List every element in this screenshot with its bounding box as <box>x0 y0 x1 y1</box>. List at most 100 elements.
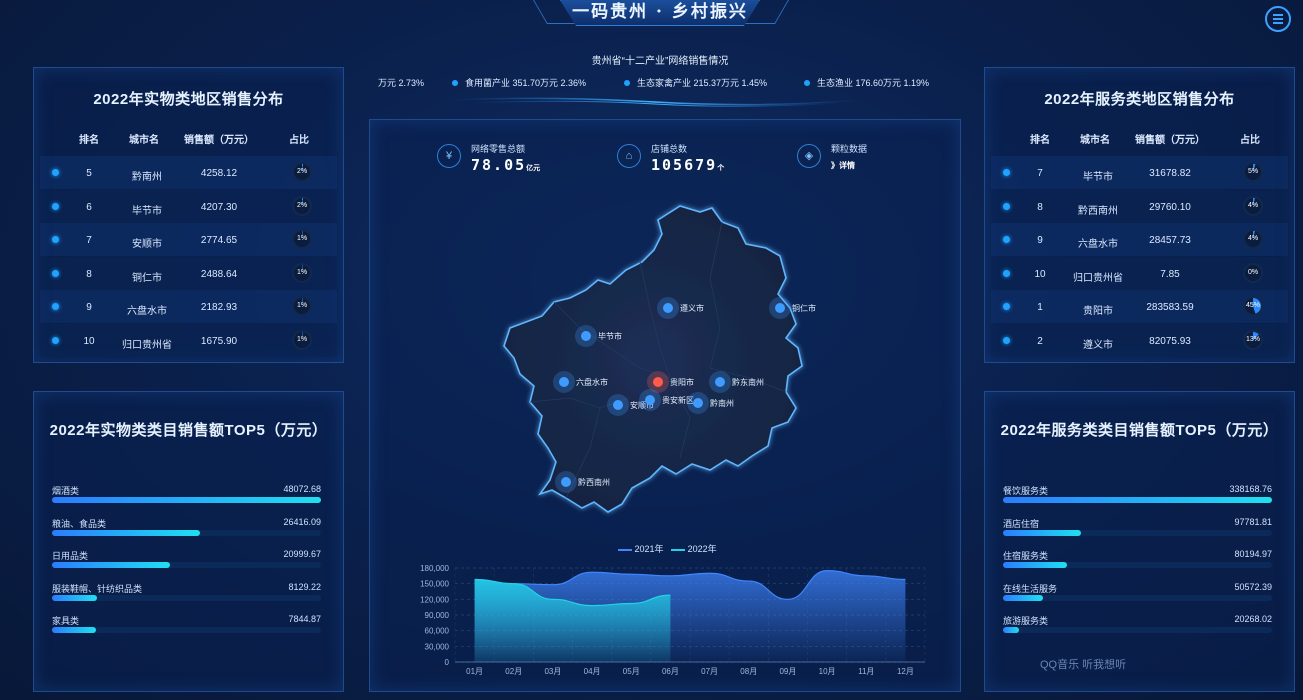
page-title: 一码贵州 · 乡村振兴 <box>560 0 760 26</box>
series-area-1 <box>474 579 671 662</box>
right-table-header: 排名 城市名 销售额（万元） 占比 <box>985 131 1294 151</box>
store-icon: ⌂ <box>617 144 641 168</box>
table-row[interactable]: 7 毕节市 31678.82 5% <box>991 156 1288 189</box>
bar-fill <box>1003 529 1081 536</box>
menu-icon[interactable] <box>1265 6 1291 32</box>
table-row[interactable]: 5 黔南州 4258.12 2% <box>40 156 337 189</box>
cell-city: 归口贵州省 <box>122 339 172 351</box>
y-tick-label: 90,000 <box>425 611 450 620</box>
cell-pct: 1% <box>292 262 312 283</box>
city-dot <box>775 303 785 313</box>
bar-label: 烟酒类 <box>52 486 80 496</box>
bar-label: 旅游服务类 <box>1003 616 1049 626</box>
series-line-1 <box>474 578 671 607</box>
cell-rank: 1 <box>1037 302 1043 313</box>
city-marker[interactable]: 贵安新区 <box>639 389 694 411</box>
city-marker[interactable]: 安顺市 <box>607 394 654 416</box>
bar-value: 50572.39 <box>1234 581 1272 592</box>
city-label: 六盘水市 <box>576 377 608 387</box>
city-marker[interactable]: 黔西南州 <box>555 471 610 493</box>
stat-value: 105679个 <box>651 156 725 174</box>
money-icon: ¥ <box>437 144 461 168</box>
table-row[interactable]: 2 遵义市 82075.93 13% <box>991 323 1288 357</box>
left-table-title: 2022年实物类地区销售分布 <box>93 91 284 108</box>
city-marker[interactable]: 毕节市 <box>575 325 622 347</box>
cell-pct: 2% <box>292 162 312 182</box>
cell-rank: 8 <box>1037 201 1043 213</box>
bar-item[interactable]: 服装鞋帽、针纺织品类 8129.22 <box>52 582 321 612</box>
cell-city: 贵阳市 <box>1083 306 1113 317</box>
table-row[interactable]: 10 归口贵州省 7.85 0% <box>991 256 1288 290</box>
y-tick-label: 180,000 <box>420 564 449 573</box>
table-row[interactable]: 6 毕节市 4207.30 2% <box>40 189 337 223</box>
bar-fill <box>1003 497 1272 503</box>
x-tick-label: 11月 <box>858 667 874 676</box>
table-row[interactable]: 8 黔西南州 29760.10 4% <box>991 189 1288 223</box>
bar-item[interactable]: 在线生活服务 50572.39 <box>1003 582 1272 612</box>
table-row[interactable]: 7 安顺市 2774.65 1% <box>40 223 337 256</box>
col-city: 城市名 <box>129 135 159 146</box>
city-label: 遵义市 <box>680 303 704 313</box>
legend-2022[interactable]: 2022年 <box>671 544 717 554</box>
bar-track <box>1003 497 1272 503</box>
city-dot <box>663 303 673 313</box>
table-row[interactable]: 10 归口贵州省 1675.90 1% <box>40 323 337 357</box>
bar-item[interactable]: 酒店住宿 97781.81 <box>1003 517 1272 547</box>
x-tick-label: 05月 <box>623 667 640 676</box>
stat-label: 网络零售总额 <box>471 144 526 154</box>
details-link[interactable]: 》详情 <box>831 161 855 170</box>
city-label: 黔东南州 <box>732 377 764 387</box>
cell-sales: 1675.90 <box>200 335 238 347</box>
ticker-divider <box>450 97 860 107</box>
col-city: 城市名 <box>1080 135 1110 146</box>
bar-item[interactable]: 粮油、食品类 26416.09 <box>52 517 321 547</box>
cell-rank: 6 <box>86 201 92 213</box>
cell-city: 铜仁市 <box>132 272 162 284</box>
row-dot-icon <box>52 236 59 243</box>
row-dot-icon <box>52 303 59 310</box>
city-label: 铜仁市 <box>792 303 816 313</box>
cell-sales: 2488.64 <box>200 268 238 280</box>
cell-rank: 5 <box>86 168 92 179</box>
city-marker[interactable]: 铜仁市 <box>769 297 816 319</box>
y-tick-label: 0 <box>445 658 450 667</box>
city-marker[interactable]: 黔东南州 <box>709 371 764 393</box>
bar-value: 20999.67 <box>283 549 321 559</box>
city-marker[interactable]: 六盘水市 <box>553 371 608 393</box>
bar-value: 20268.02 <box>1234 614 1272 624</box>
city-marker[interactable]: 遵义市 <box>657 297 704 319</box>
table-row[interactable]: 9 六盘水市 28457.73 4% <box>991 223 1288 256</box>
bar-item[interactable]: 日用品类 20999.67 <box>52 549 321 579</box>
bar-item[interactable]: 烟酒类 48072.68 <box>52 484 321 514</box>
legend-2021[interactable]: 2021年 <box>618 544 664 554</box>
bar-item[interactable]: 住宿服务类 80194.97 <box>1003 549 1272 579</box>
stat-granular-data[interactable]: ◈ 颗粒数据 》详情 <box>797 140 907 180</box>
bar-fill <box>1003 594 1044 601</box>
table-row[interactable]: 1 贵阳市 283583.59 45% <box>991 290 1288 323</box>
cell-city: 归口贵州省 <box>1073 272 1123 284</box>
table-row[interactable]: 9 六盘水市 2182.93 1% <box>40 290 337 323</box>
bar-item[interactable]: 家具类 7844.87 <box>52 614 321 644</box>
right-table-title: 2022年服务类地区销售分布 <box>1044 91 1235 108</box>
city-marker[interactable]: 贵阳市 <box>647 371 694 393</box>
row-dot-icon <box>1003 269 1010 277</box>
bar-item[interactable]: 旅游服务类 20268.02 <box>1003 614 1272 644</box>
city-dot <box>581 331 591 341</box>
cell-sales: 82075.93 <box>1149 335 1191 347</box>
ticker-item: 生态家禽产业 215.37万元 1.45% <box>624 76 767 89</box>
cell-sales: 7.85 <box>1160 268 1180 280</box>
table-row[interactable]: 8 铜仁市 2488.64 1% <box>40 256 337 290</box>
left-table-panel: 2022年实物类地区销售分布 排名 城市名 销售额（万元） 占比 5 黔南州 425… <box>33 67 344 363</box>
cube-icon: ◈ <box>797 144 821 168</box>
col-rank: 排名 <box>79 135 99 146</box>
cell-city: 毕节市 <box>1083 172 1113 183</box>
bar-label: 服装鞋帽、针纺织品类 <box>52 583 143 594</box>
city-marker[interactable]: 黔南州 <box>687 392 734 414</box>
cell-rank: 9 <box>86 302 92 313</box>
bar-item[interactable]: 餐饮服务类 338168.76 <box>1003 484 1272 514</box>
cell-city: 黔西南州 <box>1078 205 1118 217</box>
y-tick-label: 30,000 <box>425 642 450 651</box>
col-pct: 占比 <box>289 135 309 146</box>
cell-pct: 0% <box>1243 262 1263 283</box>
